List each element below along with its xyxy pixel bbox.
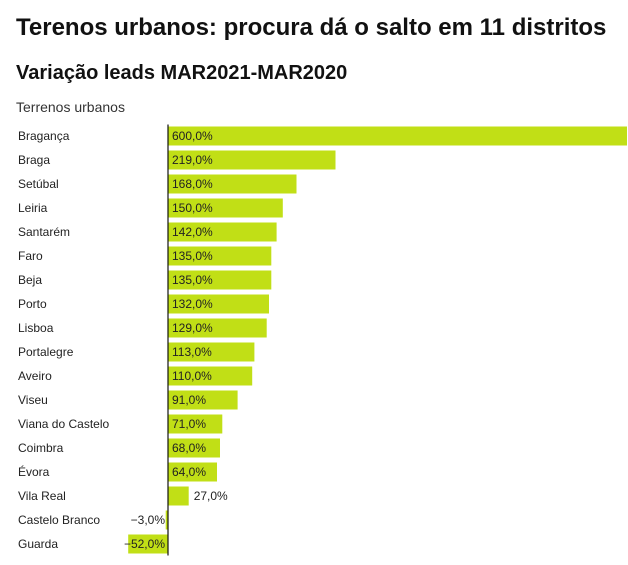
value-label-9: 113,0% <box>172 345 212 359</box>
bar-6 <box>168 270 272 290</box>
category-label-16: Castelo Branco <box>18 513 100 527</box>
bar-15 <box>168 486 189 506</box>
value-label-15: 27,0% <box>194 489 228 503</box>
bar-17 <box>128 534 168 554</box>
category-label-9: Portalegre <box>18 345 74 359</box>
bar-11 <box>168 390 238 410</box>
category-label-12: Viana do Castelo <box>18 417 110 431</box>
value-label-0: 600,0% <box>172 129 213 143</box>
bar-12 <box>168 414 223 434</box>
value-label-2: 168,0% <box>172 177 213 191</box>
bar-1 <box>168 150 336 170</box>
chart-subtitle: Variação leads MAR2021-MAR2020 <box>16 62 348 84</box>
bar-8 <box>168 318 267 338</box>
bar-5 <box>168 246 272 266</box>
category-label-8: Lisboa <box>18 321 54 335</box>
category-label-15: Vila Real <box>18 489 66 503</box>
value-label-10: 110,0% <box>172 369 212 383</box>
value-label-7: 132,0% <box>172 297 213 311</box>
bar-0 <box>168 126 627 146</box>
bar-9 <box>168 342 255 362</box>
category-label-2: Setúbal <box>18 177 59 191</box>
value-label-1: 219,0% <box>172 153 213 167</box>
value-label-17: −52,0% <box>124 537 165 551</box>
chart-title: Terenos urbanos: procura dá o salto em 1… <box>16 14 607 41</box>
bar-10 <box>168 366 253 386</box>
bar-16 <box>165 510 168 530</box>
category-label-14: Évora <box>18 464 50 479</box>
value-label-11: 91,0% <box>172 393 206 407</box>
value-label-6: 135,0% <box>172 273 213 287</box>
category-label-6: Beja <box>18 273 42 287</box>
category-label-11: Viseu <box>18 393 48 407</box>
category-label-4: Santarém <box>18 225 70 239</box>
bar-3 <box>168 198 283 218</box>
category-label-10: Aveiro <box>18 369 52 383</box>
category-label-7: Porto <box>18 297 47 311</box>
value-label-13: 68,0% <box>172 441 206 455</box>
category-label-13: Coimbra <box>18 441 64 455</box>
bar-4 <box>168 222 277 242</box>
category-label-17: Guarda <box>18 537 58 551</box>
bar-2 <box>168 174 297 194</box>
value-label-5: 135,0% <box>172 249 213 263</box>
value-label-16: −3,0% <box>131 513 166 527</box>
value-label-3: 150,0% <box>172 201 213 215</box>
category-label-5: Faro <box>18 249 43 263</box>
series-label: Terrenos urbanos <box>16 99 125 115</box>
value-label-8: 129,0% <box>172 321 213 335</box>
bar-7 <box>168 294 269 314</box>
category-label-3: Leiria <box>18 201 48 215</box>
bar-14 <box>168 462 217 482</box>
category-label-1: Braga <box>18 153 50 167</box>
category-label-0: Bragança <box>18 129 70 143</box>
value-label-12: 71,0% <box>172 417 206 431</box>
value-label-14: 64,0% <box>172 465 206 479</box>
value-label-4: 142,0% <box>172 225 213 239</box>
bar-13 <box>168 438 220 458</box>
